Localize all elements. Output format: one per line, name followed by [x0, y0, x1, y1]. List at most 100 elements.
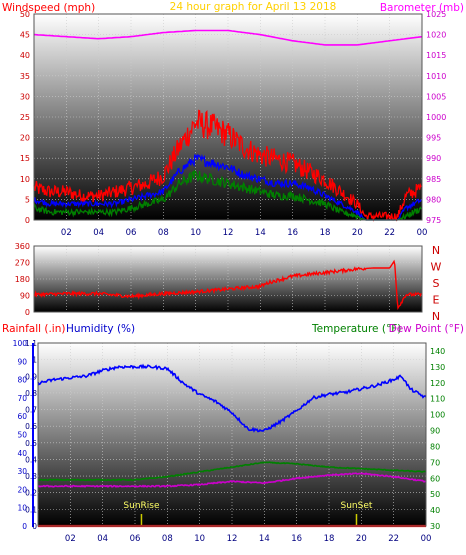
temperature-tick-label: 80: [430, 442, 440, 451]
temperature-axis-ticks: 30 40 50 60 70 80 90 100 110 120 130 140: [430, 347, 445, 531]
x-tick-label: 08: [162, 534, 173, 544]
barometer-tick-label: 1000: [426, 113, 446, 122]
x-tick-label: 16: [287, 228, 298, 238]
barometer-axis-label: Barometer (mb): [380, 2, 464, 14]
humidity-tick-label: 10: [17, 504, 27, 513]
temperature-tick-label: 30: [430, 522, 440, 531]
x-tick-label: 10: [190, 228, 201, 238]
barometer-tick-label: 1020: [426, 31, 446, 40]
windspeed-tick-label: 20: [20, 134, 30, 143]
wind-x-axis-ticks: 02 04 06 08 10 12 14 16 18 20 22 00: [61, 228, 427, 238]
humidity-tick-label: 20: [17, 485, 27, 494]
x-tick-label: 00: [421, 534, 432, 544]
rainfall-tick-label: 0.5: [25, 439, 37, 448]
x-tick-label: 16: [291, 534, 302, 544]
barometer-tick-label: 980: [426, 195, 441, 204]
humidity-tick-label: 60: [17, 412, 27, 421]
rainfall-tick-label: 1.1: [25, 339, 37, 348]
temperature-tick-label: 40: [430, 506, 440, 515]
temperature-tick-label: 60: [430, 474, 440, 483]
humidity-tick-label: 40: [17, 449, 27, 458]
rainfall-tick-label: 0.8: [25, 389, 37, 398]
wind-direction-line: [33, 259, 422, 311]
rainfall-tick-label: 0.4: [25, 455, 37, 464]
x-tick-label: 04: [97, 534, 108, 544]
x-tick-label: 02: [65, 534, 76, 544]
chart-title: 24 hour graph for April 13 2018: [170, 1, 337, 13]
temperature-tick-label: 140: [430, 347, 445, 356]
sun-annotations: SunRise SunSet: [123, 501, 373, 526]
windspeed-tick-label: 25: [20, 113, 30, 122]
dew-point-axis-label: Dew Point (°F): [389, 323, 464, 335]
x-tick-label: 22: [384, 228, 395, 238]
dew-point-series-line: [37, 472, 427, 488]
x-tick-label: 20: [352, 228, 363, 238]
windspeed-tick-label: 45: [20, 31, 30, 40]
direction-degree-label: 0: [25, 308, 30, 317]
x-tick-label: 22: [388, 534, 399, 544]
barometer-tick-label: 1015: [426, 51, 446, 60]
barometer-series-line: [33, 29, 423, 46]
x-tick-label: 00: [417, 228, 428, 238]
x-tick-label: 14: [255, 228, 266, 238]
avg_speed-series-line: [33, 153, 422, 221]
rainfall-tick-label: 0.2: [25, 489, 37, 498]
direction-degree-ticks: 0 90 180 270 360: [15, 242, 30, 317]
rainfall-axis-ticks: 0 0.1 0.2 0.3 0.4 0.5 0.6 0.7 0.8 0.9 1 1.1: [25, 339, 37, 531]
windspeed-tick-label: 40: [20, 51, 30, 60]
humidity-tick-label: 0: [22, 522, 27, 531]
sun-marker-label: SunRise: [123, 501, 160, 511]
temperature-axis-label: Temperature (°F): [311, 323, 401, 335]
windspeed-tick-label: 35: [20, 72, 30, 81]
humidity-axis-ticks: 0 10 20 30 40 50 60 70 80 90 100: [13, 339, 28, 531]
temperature-tick-label: 120: [430, 379, 445, 388]
rainfall-tick-label: 0.9: [25, 372, 37, 381]
barometer-tick-label: 1025: [426, 10, 446, 19]
humidity-tick-label: 100: [13, 339, 28, 348]
barometer-tick-label: 1005: [426, 92, 446, 101]
windspeed-axis-ticks: 0 5 10 15 20 25 30 35 40 45 50: [20, 10, 30, 225]
rainfall-tick-label: 0: [32, 522, 37, 531]
humidity-tick-label: 50: [17, 431, 27, 440]
direction-degree-label: 180: [15, 275, 30, 284]
windspeed-tick-label: 0: [25, 216, 30, 225]
temperature-tick-label: 50: [430, 490, 440, 499]
x-tick-label: 18: [320, 228, 331, 238]
sun-marker-label: SunSet: [341, 501, 373, 511]
x-tick-label: 12: [227, 534, 238, 544]
x-tick-label: 14: [259, 534, 270, 544]
rainfall-tick-label: 0.6: [25, 422, 37, 431]
barometer-tick-label: 975: [426, 216, 441, 225]
humidity-tick-label: 70: [17, 394, 27, 403]
x-tick-label: 08: [158, 228, 169, 238]
compass-label: S: [433, 277, 440, 290]
direction-degree-label: 360: [15, 242, 30, 251]
temperature-tick-label: 70: [430, 458, 440, 467]
rainfall-axis-label: Rainfall (.in): [2, 323, 65, 335]
x-tick-label: 10: [194, 534, 205, 544]
temperature-tick-label: 110: [430, 395, 445, 404]
compass-label: N: [432, 244, 440, 257]
direction-plot-frame: [33, 245, 423, 313]
windspeed-tick-label: 5: [25, 195, 30, 204]
x-tick-label: 12: [223, 228, 234, 238]
speed-series-line: [33, 169, 422, 222]
humidity-plot-frame: [37, 342, 427, 527]
rainfall-tick-label: 0.1: [25, 505, 37, 514]
temperature-series-line: [37, 461, 427, 482]
humidity-tick-label: 90: [17, 357, 27, 366]
wind-plot-frame: [33, 13, 423, 221]
x-tick-label: 06: [126, 228, 137, 238]
barometer-axis-ticks: 975 980 985 990 995 1000 1005 1010 1015 1020 1025: [426, 10, 446, 225]
windspeed-tick-label: 30: [20, 92, 30, 101]
temperature-tick-label: 90: [430, 427, 440, 436]
temperature-tick-label: 100: [430, 411, 445, 420]
gust-series-line: [33, 109, 422, 222]
windspeed-tick-label: 15: [20, 154, 30, 163]
temperature-tick-label: 130: [430, 363, 445, 372]
windspeed-tick-label: 50: [20, 10, 30, 19]
compass-label: E: [433, 294, 440, 307]
x-tick-label: 18: [324, 534, 335, 544]
barometer-tick-label: 990: [426, 154, 441, 163]
